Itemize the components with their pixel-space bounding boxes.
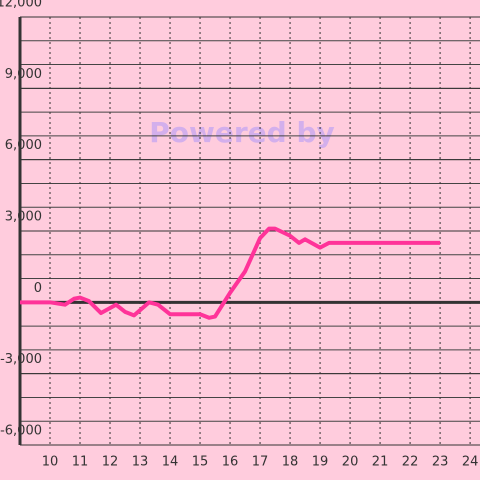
watermark: Powered by — [149, 116, 335, 149]
x-tick-label: 24 — [462, 455, 479, 470]
y-tick-label: 6,000 — [5, 138, 42, 153]
y-tick-label: 9,000 — [5, 67, 42, 82]
x-tick-label: 22 — [402, 455, 419, 470]
x-tick-label: 10 — [42, 455, 59, 470]
x-tick-label: 20 — [342, 455, 359, 470]
x-tick-label: 14 — [162, 455, 179, 470]
x-tick-label: 23 — [432, 455, 449, 470]
x-tick-label: 17 — [252, 455, 269, 470]
x-tick-label: 11 — [72, 455, 89, 470]
x-tick-label: 21 — [372, 455, 389, 470]
x-tick-label: 16 — [222, 455, 239, 470]
x-tick-label: 19 — [312, 455, 329, 470]
y-tick-label: 12,000 — [0, 0, 42, 11]
line — [20, 226, 441, 320]
x-tick-label: 15 — [192, 455, 209, 470]
y-tick-label: 0 — [34, 281, 42, 296]
x-tick-label: 12 — [102, 455, 119, 470]
x-tick-label: 18 — [282, 455, 299, 470]
x-tick-label: 13 — [132, 455, 149, 470]
y-tick-label: 3,000 — [5, 210, 42, 225]
